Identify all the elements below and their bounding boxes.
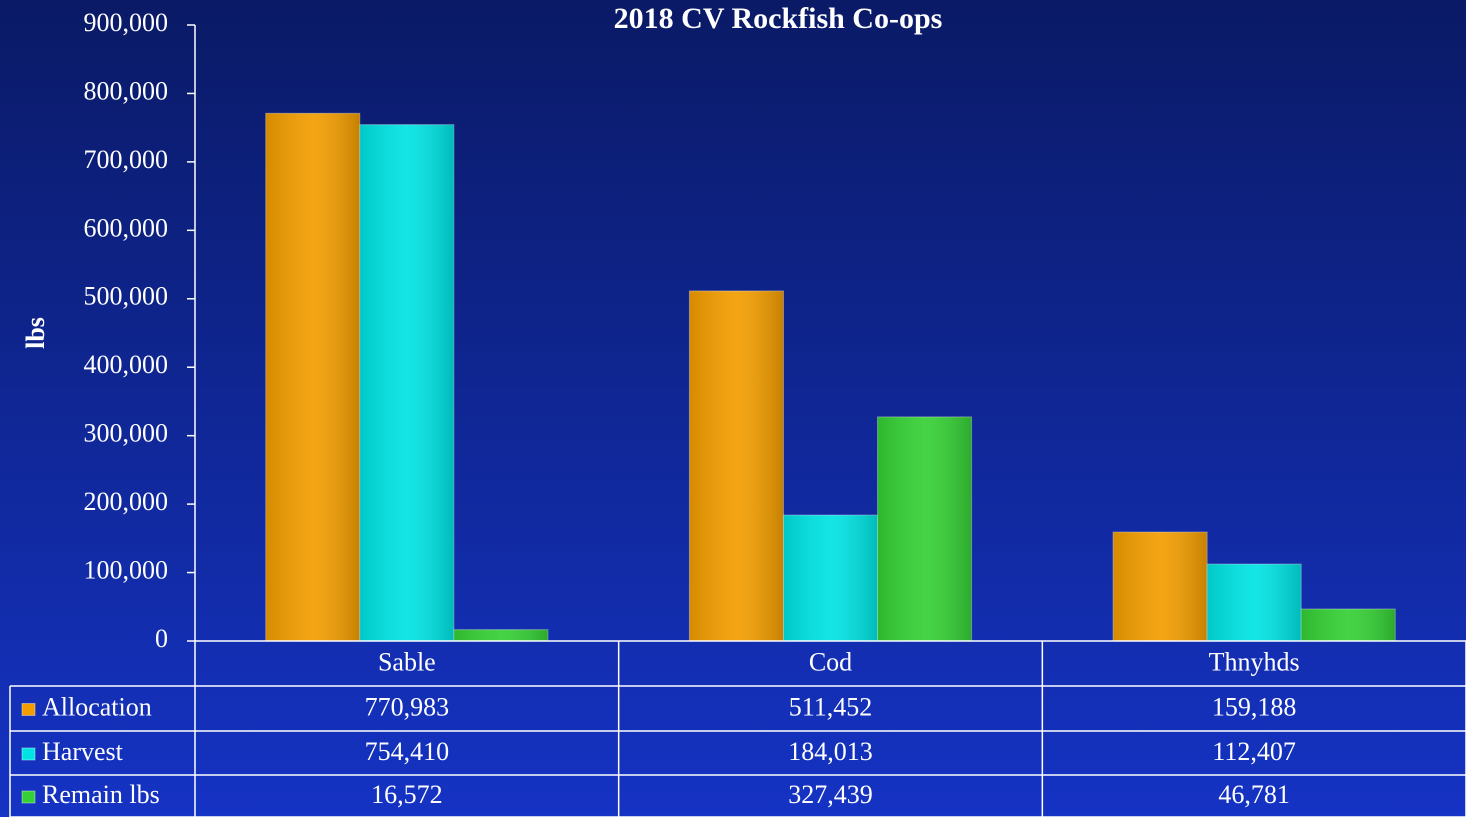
bar-shade [265,113,360,641]
table-value: 327,439 [788,780,873,809]
bar-shade [1113,532,1208,641]
table-value: 159,188 [1212,692,1297,721]
table-value: 511,452 [789,692,873,721]
table-value: 770,983 [365,692,450,721]
bar-shade [359,124,454,642]
legend-swatch [21,790,36,804]
table-value: 16,572 [371,780,443,809]
y-tick-label: 700,000 [84,145,169,174]
y-tick-label: 600,000 [84,213,169,242]
legend-swatch [21,703,36,716]
legend-swatch [21,747,36,761]
y-tick-label: 300,000 [84,419,169,448]
y-axis-label: lbs [21,317,50,349]
table-value: 46,781 [1218,780,1290,809]
bar-shade [877,416,972,641]
table-value: 112,407 [1212,737,1296,766]
table-value: 754,410 [365,737,450,766]
legend-label: Allocation [42,692,152,721]
bar-shade [783,515,878,641]
x-tick-label: Sable [378,647,436,676]
legend-label: Remain lbs [42,780,160,809]
bar-shade [1301,608,1396,641]
y-tick-label: 0 [155,624,168,653]
y-tick-label: 200,000 [84,487,169,516]
x-tick-label: Thnyhds [1209,647,1300,676]
y-tick-label: 500,000 [84,282,169,311]
legend-label: Harvest [42,737,124,766]
y-tick-label: 100,000 [84,556,169,585]
table-value: 184,013 [788,737,873,766]
x-tick-label: Cod [809,647,852,676]
bar-shade [1207,564,1302,641]
y-tick-label: 900,000 [84,8,169,37]
y-tick-label: 800,000 [84,76,169,105]
bar-shade [453,629,548,641]
y-tick-label: 400,000 [84,350,169,379]
bar-shade [689,290,784,641]
chart-title: 2018 CV Rockfish Co-ops [614,2,943,35]
